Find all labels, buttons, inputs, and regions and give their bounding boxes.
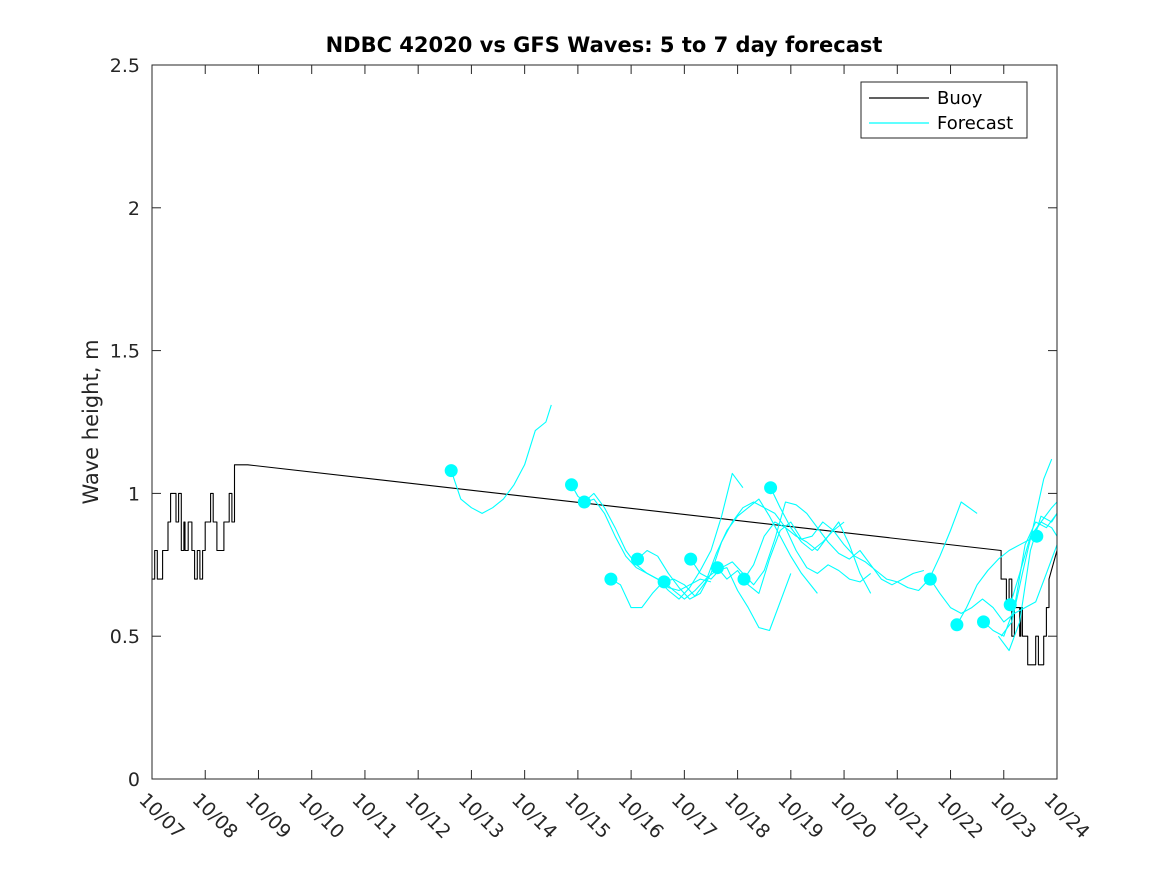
legend-label-buoy: Buoy — [937, 88, 983, 109]
forecast-start-marker — [684, 552, 698, 566]
series-group — [152, 404, 1057, 666]
forecast-series-line-11 — [929, 544, 1057, 623]
forecast-start-marker — [631, 552, 644, 566]
forecast-series-line-15 — [997, 513, 1057, 652]
forecast-series-line-16 — [1000, 458, 1053, 637]
forecast-series-line-13 — [983, 513, 1057, 637]
forecast-start-marker — [657, 575, 671, 589]
chart-title: NDBC 42020 vs GFS Waves: 5 to 7 day fore… — [326, 33, 883, 57]
forecast-start-marker — [1030, 529, 1044, 543]
forecast-start-marker — [1003, 598, 1017, 612]
forecast-series-line-1 — [450, 404, 552, 514]
forecast-start-marker — [604, 572, 618, 586]
y-tick-label: 0 — [128, 769, 140, 791]
legend-label-forecast: Forecast — [937, 113, 1013, 134]
forecast-series-line-5 — [637, 501, 872, 600]
forecast-series-line-7 — [690, 501, 925, 586]
y-tick-label: 0.5 — [110, 626, 140, 648]
forecast-series-line-14 — [1009, 521, 1057, 605]
forecast-start-marker — [565, 478, 578, 492]
plot-area — [152, 65, 1057, 779]
forecast-start-marker — [977, 615, 990, 629]
forecast-start-marker — [577, 495, 591, 509]
y-axis-label: Wave height, m — [79, 339, 103, 504]
forecast-series-line-10 — [770, 487, 845, 552]
y-tick-label: 1 — [128, 483, 140, 505]
axes-box — [151, 64, 1058, 780]
forecast-start-marker — [764, 481, 778, 495]
y-tick-label: 2 — [128, 198, 140, 220]
forecast-start-marker — [950, 618, 964, 632]
forecast-start-marker — [444, 464, 458, 478]
forecast-start-marker — [710, 561, 724, 575]
forecast-series-line-6 — [663, 567, 792, 632]
y-tick-label: 2.5 — [110, 55, 140, 77]
buoy-series-line — [152, 464, 1057, 666]
plot-background — [152, 65, 1057, 779]
y-tick-label: 1.5 — [110, 341, 140, 363]
forecast-start-marker — [923, 572, 937, 586]
forecast-series-line-12 — [956, 501, 1057, 626]
forecast-start-marker — [737, 572, 751, 586]
forecast-series-line-9 — [743, 521, 872, 594]
legend: Buoy Forecast — [860, 81, 1028, 139]
legend-box — [860, 81, 1028, 139]
